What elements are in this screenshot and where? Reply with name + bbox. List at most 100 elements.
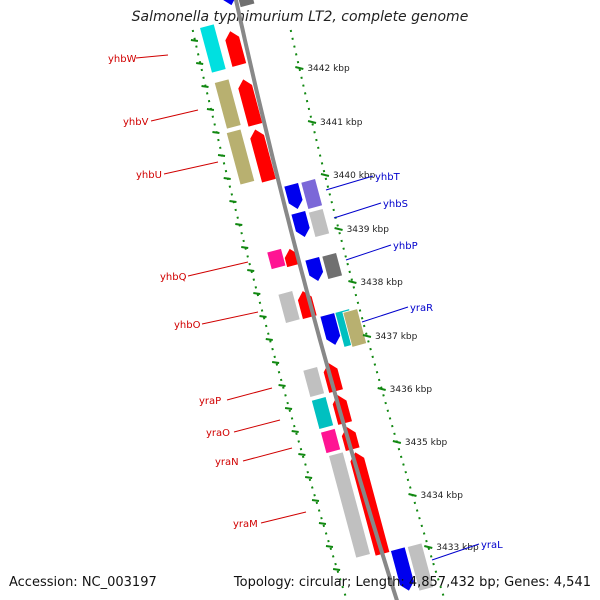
genome-summary-text: Topology: circular; Length: 4,857,432 bp… xyxy=(233,575,591,590)
guide-dash xyxy=(259,315,267,318)
leader-line xyxy=(150,109,199,122)
gene-arrow xyxy=(224,30,248,68)
gene-block xyxy=(310,396,335,430)
scale-ticks: 3442 kbp 3441 kbp 3440 kbp 3439 kbp 3438 kbp… xyxy=(295,64,479,553)
features-layer xyxy=(199,0,435,592)
gene-label-yraP: yraP xyxy=(199,396,221,407)
leader-line xyxy=(233,419,281,433)
gene-feature xyxy=(213,78,242,130)
gene-label-yhbT: yhbT xyxy=(375,172,401,183)
gene-labels: yhbW yhbV yhbU yhbQ yhbO yraP yraO yraN yraM yhbT… xyxy=(108,54,503,561)
leader-line xyxy=(333,202,382,219)
left-guide xyxy=(191,29,348,600)
tick-label: 3441 kbp xyxy=(320,118,363,128)
guide-dash xyxy=(190,39,199,42)
gene-feature xyxy=(235,0,256,9)
gene-block xyxy=(319,427,342,455)
leader-line xyxy=(226,387,273,401)
gene-feature xyxy=(300,178,324,210)
right-guide xyxy=(289,29,446,600)
gene-feature xyxy=(266,247,287,271)
tick-mark xyxy=(362,334,372,338)
guide-dash xyxy=(241,246,249,249)
gene-block xyxy=(225,128,256,186)
tick-mark xyxy=(295,66,304,70)
guide-dash xyxy=(235,223,243,226)
guide-dash xyxy=(201,85,209,88)
gene-block xyxy=(321,251,344,281)
guide-dash xyxy=(332,568,341,571)
gene-feature xyxy=(199,23,227,74)
gene-block xyxy=(307,208,331,238)
tick-label: 3436 kbp xyxy=(390,385,433,395)
gene-feature xyxy=(310,396,335,430)
leader-line xyxy=(163,161,219,175)
tick-label: 3442 kbp xyxy=(307,64,350,74)
guide-dash xyxy=(206,108,215,111)
gene-block xyxy=(406,542,435,592)
gene-block xyxy=(199,23,227,74)
gene-arrow xyxy=(237,78,264,128)
gene-feature xyxy=(249,128,277,184)
gene-label-yhbV: yhbV xyxy=(123,117,149,128)
tick-mark xyxy=(320,173,330,177)
leader-line xyxy=(260,511,307,524)
gene-feature xyxy=(321,251,344,281)
leader-line xyxy=(345,244,392,261)
guide-dash xyxy=(278,384,286,387)
guide-dash xyxy=(311,499,320,502)
gene-label-yraN: yraN xyxy=(215,457,239,468)
gene-label-yhbS: yhbS xyxy=(383,199,408,210)
guide-dash xyxy=(298,453,306,456)
leader-line xyxy=(431,543,480,561)
tick-label: 3437 kbp xyxy=(375,332,418,342)
guide-dash xyxy=(196,62,204,65)
gene-feature xyxy=(389,546,415,592)
gene-label-yraR: yraR xyxy=(410,303,433,314)
tick-label: 3434 kbp xyxy=(421,491,464,501)
guide-dash xyxy=(318,522,327,525)
gene-block xyxy=(266,247,287,271)
gene-label-yhbP: yhbP xyxy=(393,241,418,252)
tick-mark xyxy=(334,227,343,231)
gene-feature xyxy=(342,308,368,348)
gene-feature xyxy=(237,78,264,128)
leader-line xyxy=(187,261,249,277)
guide-dash xyxy=(223,177,231,180)
gene-arrow xyxy=(319,312,342,347)
guide-dash xyxy=(212,131,220,134)
guide-dash xyxy=(229,200,237,203)
gene-label-yraO: yraO xyxy=(206,428,230,439)
gene-feature xyxy=(277,290,301,324)
tick-label: 3433 kbp xyxy=(436,543,479,553)
leader-line xyxy=(201,311,259,325)
guide-dash xyxy=(265,338,273,341)
gene-feature xyxy=(328,451,371,559)
tick-mark xyxy=(424,545,433,549)
dotted-guides xyxy=(190,29,446,600)
gene-block xyxy=(300,178,324,210)
tick-label: 3439 kbp xyxy=(347,225,390,235)
guide-dash xyxy=(253,292,261,295)
gene-feature xyxy=(225,128,256,186)
gene-label-yraM: yraM xyxy=(233,519,258,530)
gene-feature xyxy=(307,208,331,238)
gene-block xyxy=(328,451,371,559)
gene-arrow xyxy=(283,182,304,211)
genome-axis xyxy=(233,0,399,600)
gene-feature xyxy=(319,427,342,455)
gene-feature xyxy=(319,312,342,347)
guide-dash xyxy=(291,430,299,433)
leader-line xyxy=(242,447,293,462)
guide-dash xyxy=(305,476,313,479)
gene-label-yhbQ: yhbQ xyxy=(160,272,187,283)
gene-feature xyxy=(224,30,248,68)
tick-mark xyxy=(348,280,357,284)
gene-block xyxy=(342,308,368,348)
tick-mark xyxy=(377,387,386,391)
guide-dash xyxy=(247,269,255,272)
gene-feature xyxy=(302,366,326,398)
guide-dash xyxy=(217,154,226,157)
tick-mark xyxy=(408,493,417,497)
